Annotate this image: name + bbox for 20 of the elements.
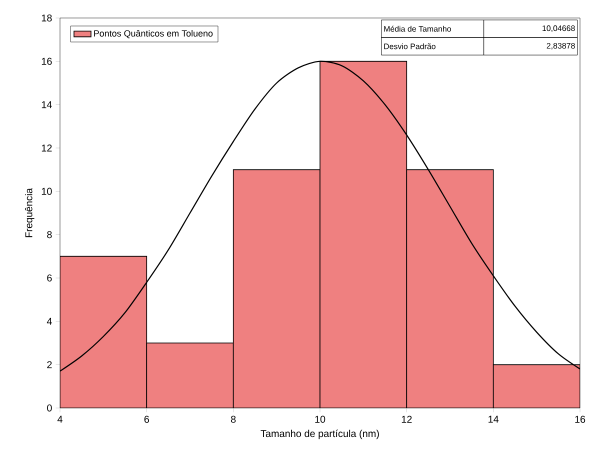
x-tick-label: 16: [575, 416, 586, 423]
y-tick-label: 0: [47, 404, 52, 412]
x-tick-label: 14: [488, 416, 499, 423]
x-tick-label: 6: [144, 416, 150, 423]
x-tick-label: 8: [231, 416, 236, 423]
x-tick-label: 10: [315, 416, 326, 423]
y-tick-label: 8: [47, 231, 52, 238]
legend-label: Pontos Quânticos em Tolueno: [94, 30, 213, 38]
y-tick-label: 12: [42, 144, 52, 152]
y-tick-label: 18: [42, 14, 52, 22]
y-tick-label: 14: [42, 101, 52, 108]
x-tick-label: 4: [57, 416, 62, 423]
y-axis-title: Frequência: [24, 188, 34, 238]
y-tick-label: 2: [47, 361, 52, 368]
y-tick-label: 4: [46, 318, 52, 325]
y-tick-label: 16: [42, 58, 52, 65]
x-tick-label: 12: [402, 416, 412, 423]
y-tick-label: 6: [47, 274, 52, 282]
y-tick-label: 10: [42, 188, 52, 195]
x-axis-title: Tamanho de partícula (nm): [260, 430, 379, 440]
